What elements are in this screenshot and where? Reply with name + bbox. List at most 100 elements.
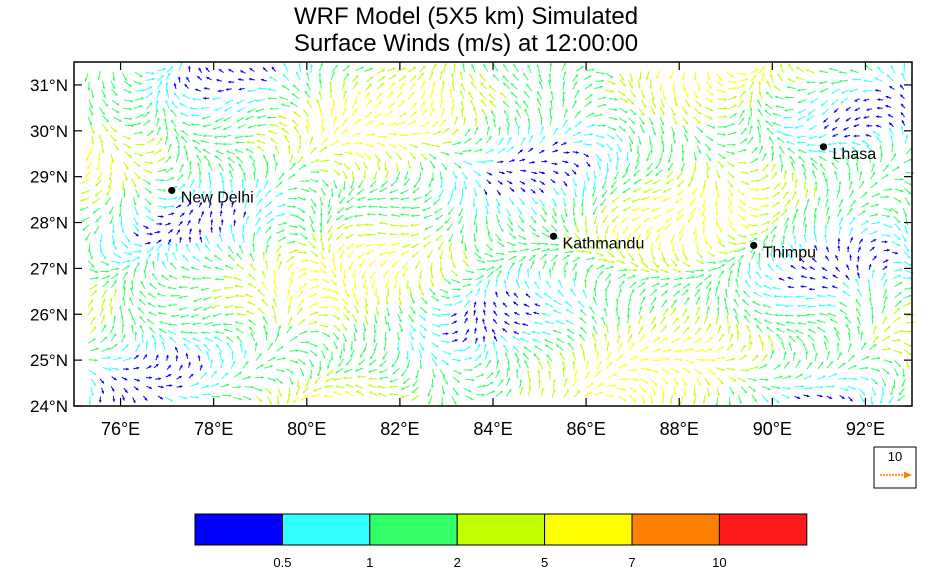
- wind-vector: [276, 357, 286, 361]
- lon-tick-label: 90°E: [753, 419, 792, 439]
- wind-vector: [725, 123, 735, 128]
- wind-vector: [826, 350, 831, 360]
- wind-vector: [365, 223, 375, 227]
- wind-vector: [536, 98, 542, 107]
- wind-vector: [321, 296, 331, 299]
- wind-vector: [550, 224, 558, 232]
- wind-vector: [726, 257, 736, 263]
- wind-vector: [90, 386, 94, 396]
- wind-vector: [376, 142, 386, 147]
- wind-vector: [827, 142, 837, 146]
- wind-vector: [378, 213, 387, 217]
- wind-vector: [555, 344, 564, 351]
- wind-vector: [560, 187, 566, 197]
- wind-vector: [515, 109, 522, 118]
- wind-vector: [398, 75, 407, 82]
- wind-vector: [506, 377, 511, 387]
- wind-vector: [319, 232, 323, 242]
- wind-vector: [319, 196, 324, 206]
- wind-vector: [321, 331, 331, 338]
- wind-vector: [824, 224, 828, 234]
- wind-vector: [306, 82, 312, 91]
- wind-vector: [582, 289, 588, 299]
- wind-vector: [465, 378, 475, 382]
- wind-vector: [322, 179, 329, 187]
- wind-vector: [606, 143, 613, 151]
- wind-vector: [784, 108, 794, 112]
- wind-vector: [237, 124, 246, 129]
- wind-vector: [143, 178, 151, 186]
- wind-vector: [791, 161, 795, 171]
- wind-vector: [706, 251, 716, 258]
- wind-vector: [682, 125, 688, 134]
- wind-vector: [431, 120, 439, 128]
- colorbar-label: 5: [541, 555, 548, 570]
- wind-vector: [571, 169, 577, 175]
- wind-vector: [727, 80, 737, 84]
- wind-vector: [223, 275, 233, 279]
- wind-vector: [749, 232, 759, 236]
- wind-vector: [451, 313, 457, 317]
- wind-vector: [562, 98, 566, 108]
- wind-vector: [123, 286, 127, 296]
- wind-vector: [715, 315, 719, 325]
- wind-vector: [212, 288, 222, 293]
- wind-vector: [694, 100, 703, 108]
- wind-vector: [177, 76, 181, 83]
- wind-vector: [148, 326, 156, 335]
- wind-vector: [695, 274, 705, 279]
- wind-vector: [144, 187, 153, 194]
- wind-vector: [530, 178, 537, 182]
- wind-vector: [286, 255, 295, 263]
- wind-vector: [762, 293, 772, 297]
- wind-vector: [860, 220, 870, 226]
- wind-vector: [773, 295, 783, 298]
- wind-vector: [247, 301, 256, 306]
- wind-vector: [526, 370, 530, 380]
- lat-tick-label: 31°N: [30, 76, 68, 95]
- wind-vector: [728, 188, 734, 197]
- wind-vector: [331, 187, 334, 197]
- wind-vector: [849, 236, 853, 243]
- wind-vector: [345, 234, 354, 239]
- wind-vector: [574, 369, 578, 379]
- wind-vector: [894, 329, 903, 334]
- wind-vector: [520, 187, 526, 193]
- wind-vector: [606, 162, 610, 173]
- wind-vector: [618, 363, 628, 369]
- wind-vector: [782, 235, 786, 245]
- wind-vector: [826, 215, 831, 225]
- wind-vector: [274, 192, 284, 198]
- wind-vector: [155, 100, 159, 110]
- wind-vector: [190, 266, 200, 271]
- wind-vector: [582, 351, 586, 361]
- wind-vector: [297, 251, 307, 254]
- wind-vector: [687, 178, 694, 187]
- wind-vector: [845, 117, 852, 122]
- wind-vector: [333, 153, 343, 156]
- wind-vector: [903, 243, 910, 252]
- wind-vector: [841, 154, 850, 162]
- wind-vector: [89, 145, 93, 155]
- wind-vector: [660, 98, 665, 108]
- wind-vector: [400, 394, 410, 399]
- wind-vector: [551, 198, 557, 207]
- wind-vector: [226, 336, 234, 343]
- wind-vector: [192, 97, 202, 101]
- wind-vector: [248, 154, 256, 163]
- wind-vector: [122, 271, 129, 280]
- wind-vector: [299, 282, 308, 290]
- wind-vector: [845, 274, 850, 281]
- wind-vector: [121, 72, 128, 81]
- wind-vector: [336, 206, 345, 214]
- wind-vector: [169, 262, 177, 270]
- wind-vector: [278, 260, 282, 270]
- wind-vector: [322, 287, 332, 291]
- wind-vector: [749, 207, 759, 211]
- wind-vector: [715, 206, 719, 216]
- wind-vector: [476, 259, 486, 264]
- wind-vector: [485, 215, 489, 225]
- wind-vector: [359, 349, 365, 358]
- wind-vector: [605, 273, 612, 281]
- wind-vector: [522, 352, 530, 360]
